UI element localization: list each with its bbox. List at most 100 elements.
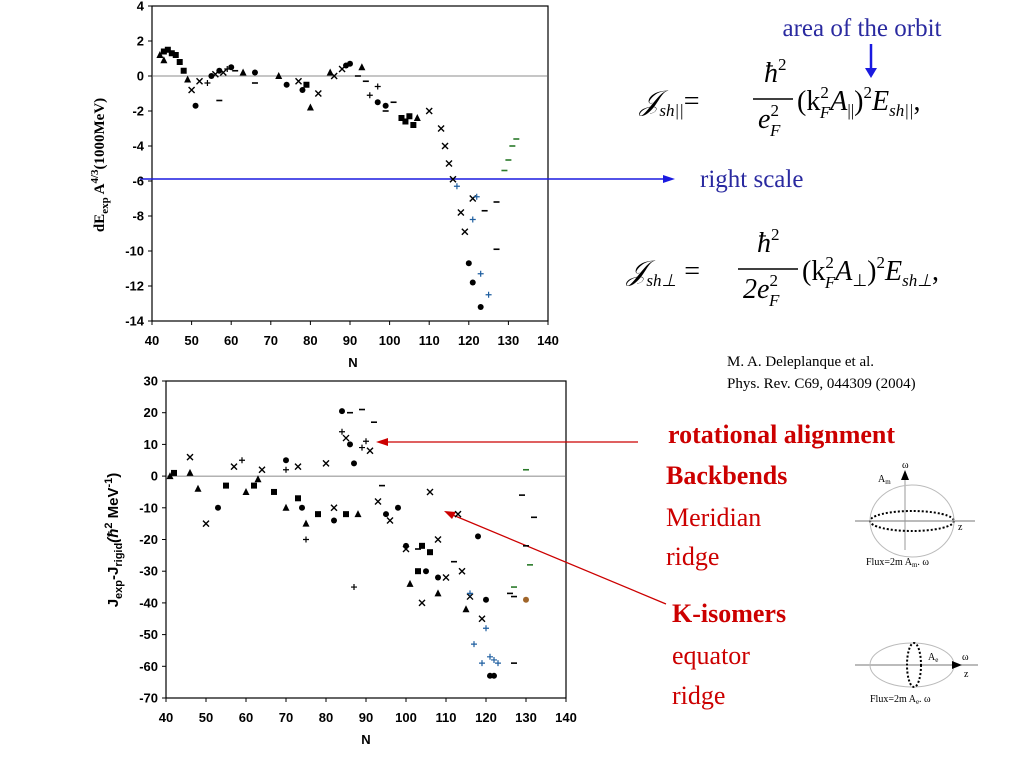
y-axis-label: dEexp A4/3(1000MeV) (89, 98, 111, 232)
y-tick-label: -30 (139, 564, 158, 579)
point (363, 438, 369, 445)
x-tick-label: 70 (264, 333, 278, 348)
point (188, 86, 196, 94)
point (322, 459, 330, 467)
point (402, 545, 410, 553)
point (442, 574, 450, 582)
point (457, 209, 465, 216)
point (483, 625, 489, 632)
diagram: Ae ω z Flux=2m Ae. ω (855, 642, 978, 706)
point (194, 484, 202, 492)
formula-part: ) (854, 86, 863, 117)
annotation: Meridian (666, 503, 761, 532)
point (302, 519, 310, 527)
point (398, 115, 405, 121)
point (495, 660, 501, 667)
formula-part: 2 (876, 253, 885, 272)
y-tick-label: -40 (139, 595, 158, 610)
point (186, 468, 194, 476)
label-part: (1000MeV) (92, 98, 108, 170)
label-part: A (928, 652, 936, 663)
formula-part: E (884, 256, 902, 287)
chart: 40 50 60 70 80 90 100 110 120 130 140-14-12-10-8-6… (125, 0, 559, 370)
annotation: K-isomers (672, 599, 786, 628)
formula-part: ) (867, 256, 876, 287)
point (254, 475, 262, 483)
point (192, 102, 199, 109)
label-part: Flux=2m A (870, 694, 917, 705)
point (435, 574, 441, 581)
formula-part: sh|| (889, 101, 913, 120)
body (869, 484, 955, 558)
point (478, 615, 486, 623)
point (306, 103, 314, 111)
point (224, 66, 231, 72)
label-part: exp (113, 580, 125, 599)
y-tick-label: -20 (139, 532, 158, 547)
formula-part: 2e (743, 274, 769, 305)
annotation: ridge (672, 681, 725, 710)
formula-part: ħ2 (764, 55, 787, 89)
formula-part: 2 (771, 225, 780, 244)
point (230, 463, 238, 471)
label-part: m (912, 561, 918, 569)
label-part: 2 (103, 523, 115, 529)
citation: M. A. Deleplanque et al. (727, 354, 874, 370)
diagram-label: ω (962, 652, 969, 663)
y-tick-label: 20 (144, 405, 158, 420)
y-tick-label: -10 (125, 244, 144, 259)
diagram: Am ω z Flux=2m Am. ω (855, 460, 975, 569)
point (461, 228, 469, 236)
y-tick-label: 0 (151, 469, 158, 484)
formula-part: , (914, 86, 921, 117)
x-tick-label: 110 (419, 333, 440, 348)
point (351, 460, 357, 467)
y-tick-label: 4 (137, 0, 145, 14)
plot-frame (165, 380, 567, 699)
point (251, 482, 257, 489)
point (211, 70, 219, 78)
formula-part: sh|| (659, 101, 683, 120)
x-tick-label: 120 (458, 333, 480, 348)
formula: 𝒥sh||= ħ2 e2 F (k2 FA||)2Esh||, (638, 55, 921, 140)
point (374, 497, 382, 505)
point (223, 482, 229, 489)
point (449, 175, 457, 183)
point (330, 504, 338, 512)
x-tick-label: 120 (475, 710, 497, 725)
x-axis-label: N (348, 355, 357, 370)
point (358, 63, 366, 71)
point (314, 90, 322, 97)
point (374, 83, 381, 90)
point (258, 466, 266, 474)
diagram-label: z (958, 522, 963, 533)
point (354, 510, 362, 518)
label-part: dE (92, 214, 108, 232)
point (204, 80, 211, 86)
label-part: -1 (103, 478, 115, 488)
point (483, 596, 489, 603)
y-tick-label: -10 (139, 500, 158, 515)
point (366, 447, 374, 455)
y-tick-label: 10 (144, 437, 158, 452)
formula-part: e2 F (758, 101, 781, 140)
point (366, 92, 373, 99)
point (331, 517, 337, 524)
label-part: A (878, 474, 886, 485)
formula: 𝒥sh⊥ = ħ2 2e2 F (k2 FA⊥)2Esh⊥, (625, 225, 939, 310)
point (295, 495, 301, 502)
point (383, 511, 389, 518)
formula-part: 2 (820, 83, 829, 102)
formula-part: E (871, 86, 889, 117)
point (413, 114, 421, 121)
annotation: right scale (700, 166, 803, 193)
point (466, 593, 474, 601)
point (330, 72, 338, 80)
point (215, 504, 221, 511)
point (242, 487, 250, 495)
formula-part: 2e2 F (743, 271, 780, 310)
formula-part: 2 (770, 101, 779, 120)
point (441, 142, 449, 150)
label-part: -J (105, 567, 122, 580)
x-tick-label: 50 (184, 333, 198, 348)
